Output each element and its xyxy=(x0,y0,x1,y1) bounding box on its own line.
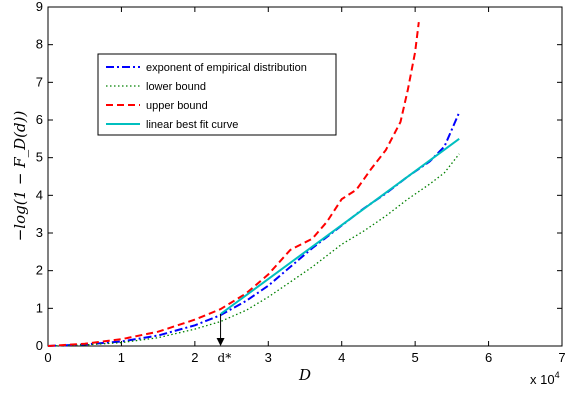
y-tick-label: 8 xyxy=(36,37,43,52)
legend-label-2: upper bound xyxy=(146,100,208,112)
axis-ticks: 0 1 2 3 4 5 6 7 0 1 2 3 4 5 6 7 8 9 xyxy=(36,0,566,365)
y-tick-label: 5 xyxy=(36,150,43,165)
x-tick-label: 7 xyxy=(558,350,565,365)
x-multiplier-base: x 10 xyxy=(530,372,555,387)
legend-box xyxy=(97,53,337,136)
annotation-label: d* xyxy=(218,351,232,365)
x-tick-label: 5 xyxy=(412,350,419,365)
series-group xyxy=(47,21,461,347)
annotation-arrow-head xyxy=(216,338,225,346)
y-tick-label: 6 xyxy=(36,112,43,127)
series-line-1 xyxy=(47,153,460,347)
y-tick-label: 3 xyxy=(36,225,43,240)
series-line-2 xyxy=(47,21,420,347)
x-multiplier-label: x 104 xyxy=(530,370,560,387)
x-axis-label: D xyxy=(298,366,311,384)
legend: exponent of empirical distribution lower … xyxy=(97,53,337,136)
y-tick-label: 1 xyxy=(36,300,43,315)
legend-label-1: lower bound xyxy=(146,81,206,93)
x-tick-label: 0 xyxy=(44,350,51,365)
x-tick-label: 4 xyxy=(338,350,345,365)
x-multiplier-exponent: 4 xyxy=(555,370,560,380)
x-tick-label: 6 xyxy=(485,350,492,365)
y-tick-label: 0 xyxy=(36,338,43,353)
y-tick-label: 4 xyxy=(36,187,43,202)
legend-label-3: linear best fit curve xyxy=(146,119,238,131)
annotation-group: d* xyxy=(216,313,232,365)
x-tick-label: 1 xyxy=(118,350,125,365)
y-tick-label: 2 xyxy=(36,263,43,278)
x-tick-label: 3 xyxy=(265,350,272,365)
y-axis-label: −log(1 − F_D(d)) xyxy=(11,111,29,242)
series-line-3 xyxy=(220,137,460,315)
y-tick-label: 7 xyxy=(36,74,43,89)
x-tick-label: 2 xyxy=(191,350,198,365)
legend-label-0: exponent of empirical distribution xyxy=(146,62,307,74)
y-tick-label: 9 xyxy=(36,0,43,14)
